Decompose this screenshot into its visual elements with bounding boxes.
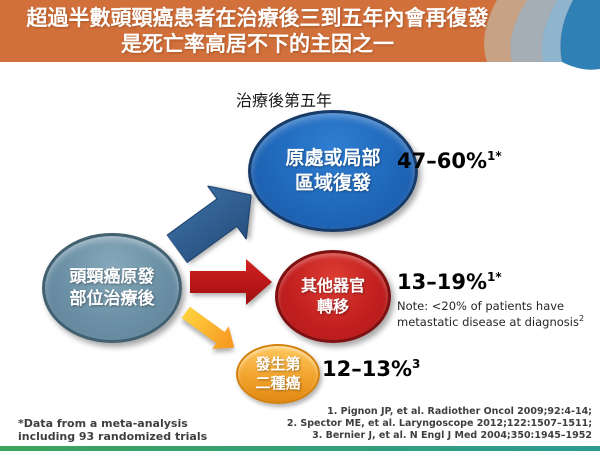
node-metastasis-line2: 轉移: [316, 296, 349, 316]
metastasis-note-line2-text: metastatic disease at diagnosis: [397, 315, 579, 329]
arrow-to-second-cancer: [181, 306, 235, 349]
node-second-primary-cancer: 發生第 二種癌: [236, 344, 320, 404]
reference-list: 1. Pignon JP, et al. Radiother Oncol 200…: [287, 406, 592, 442]
reference-3: 3. Bernier J, et al. N Engl J Med 2004;3…: [312, 430, 592, 442]
metastasis-note: Note: <20% of patients have metastatic d…: [397, 299, 600, 330]
slide-title-line2: 是死亡率高居不下的主因之一: [121, 32, 394, 56]
node-primary-line1: 頭頸癌原發: [69, 266, 155, 287]
reference-2: 2. Spector ME, et al. Laryngoscope 2012;…: [286, 418, 592, 430]
arrow-to-locoregional: [166, 185, 252, 264]
banner-curve-decoration: [0, 0, 600, 70]
node-second-cancer-line1: 發生第: [255, 354, 301, 373]
slide-title-line1: 超過半數頭頸癌患者在治療後三到五年內會再復發: [26, 6, 489, 30]
footnote-meta-analysis: *Data from a meta-analysis including 93 …: [18, 417, 208, 443]
node-metastasis-line1: 其他器官: [300, 275, 365, 295]
metastasis-note-line1: Note: <20% of patients have: [397, 299, 565, 313]
reference-1: 1. Pignon JP, et al. Radiother Oncol 200…: [327, 406, 592, 417]
header-banner: 超過半數頭頸癌患者在治療後三到五年內會再復發 是死亡率高居不下的主因之一: [0, 0, 600, 74]
node-primary-line2: 部位治療後: [69, 289, 155, 309]
node-second-cancer-line2: 二種癌: [255, 374, 301, 392]
node-locoregional-recurrence: 原處或局部 區域復發: [248, 110, 418, 232]
stat-locoregional: 47–60%1*: [397, 149, 502, 173]
stat-locoregional-sup: 1*: [487, 149, 502, 163]
metastasis-note-line2: metastatic disease at diagnosis2: [397, 314, 600, 330]
stat-metastasis: 13–19%1*: [397, 270, 502, 294]
node-locoregional-line2: 區域復發: [294, 172, 371, 194]
arrow-to-metastasis: [190, 259, 272, 305]
stat-metastasis-sup: 1*: [487, 270, 502, 284]
slide-title: 超過半數頭頸癌患者在治療後三到五年內會再復發 是死亡率高居不下的主因之一: [0, 5, 515, 57]
stat-locoregional-value: 47–60%: [397, 149, 487, 173]
timepoint-label: 治療後第五年: [235, 91, 332, 110]
node-locoregional-line1: 原處或局部: [285, 147, 381, 170]
stat-second-cancer-value: 12–13%: [322, 357, 412, 381]
stat-metastasis-value: 13–19%: [397, 270, 487, 294]
bottom-accent-bar: [0, 446, 600, 451]
node-distant-metastasis: 其他器官 轉移: [275, 250, 391, 343]
node-primary-treated: 頭頸癌原發 部位治療後: [42, 233, 182, 343]
metastasis-note-sup: 2: [578, 314, 585, 324]
stat-second-cancer: 12–13%3: [322, 357, 420, 381]
stat-second-cancer-sup: 3: [412, 357, 421, 371]
